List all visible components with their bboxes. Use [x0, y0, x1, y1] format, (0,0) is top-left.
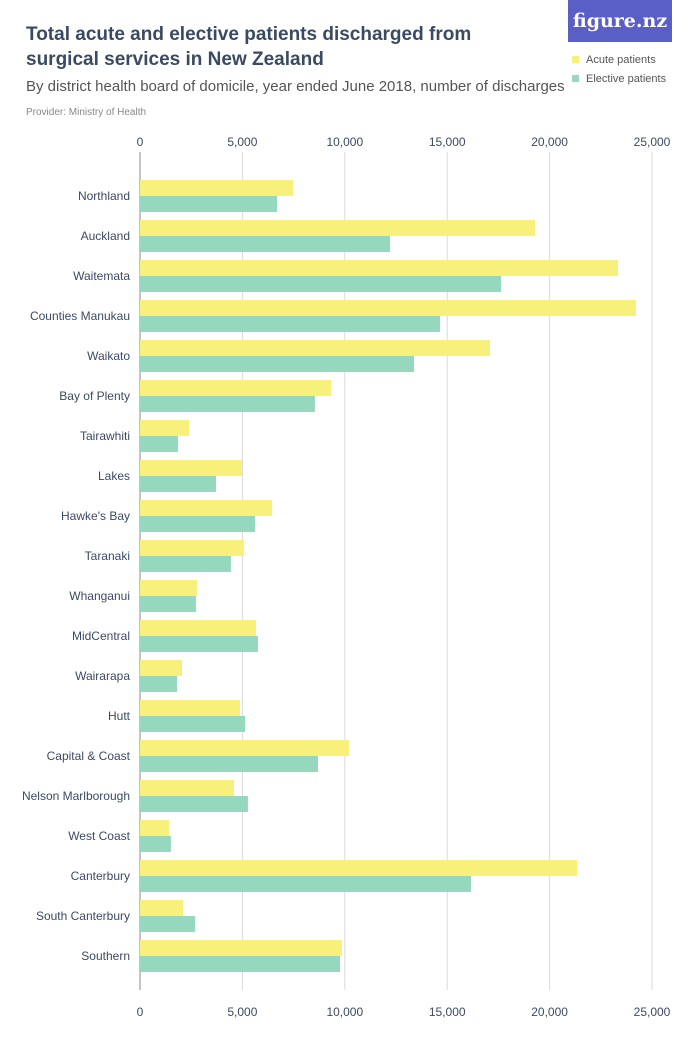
bar-acute [140, 420, 189, 436]
category-label: Waitemata [73, 269, 130, 283]
bar-acute [140, 740, 349, 756]
category-label: Southern [81, 949, 130, 963]
legend-item-elective: Elective patients [572, 69, 666, 88]
bar-elective [140, 716, 246, 732]
bar-acute [140, 220, 536, 236]
bar-elective [140, 596, 196, 612]
bar-elective [140, 396, 315, 412]
bar-acute [140, 180, 293, 196]
x-tick-label-bottom: 5,000 [227, 1005, 257, 1019]
bar-acute [140, 860, 578, 876]
bar-acute [140, 820, 170, 836]
legend-item-acute: Acute patients [572, 50, 666, 69]
x-tick-label-top: 25,000 [634, 135, 671, 149]
x-tick-label-bottom: 20,000 [531, 1005, 568, 1019]
category-label: South Canterbury [36, 909, 130, 923]
bar-acute [140, 580, 197, 596]
category-label: Counties Manukau [30, 309, 130, 323]
category-label: Wairarapa [75, 669, 130, 683]
x-tick-label-top: 5,000 [227, 135, 257, 149]
category-label: MidCentral [72, 629, 130, 643]
category-label: Bay of Plenty [59, 389, 130, 403]
category-label: Whanganui [69, 589, 130, 603]
category-label: Hawke's Bay [61, 509, 130, 523]
bar-elective [140, 276, 502, 292]
bar-acute [140, 620, 256, 636]
bar-acute [140, 340, 491, 356]
legend-label-acute: Acute patients [586, 53, 656, 66]
x-tick-label-bottom: 0 [137, 1005, 144, 1019]
category-label: Auckland [81, 229, 130, 243]
bar-elective [140, 356, 415, 372]
bar-elective [140, 756, 318, 772]
category-label: West Coast [68, 829, 130, 843]
provider-text: Provider: Ministry of Health [26, 107, 147, 118]
bar-elective [140, 436, 179, 452]
bar-elective [140, 636, 258, 652]
bar-elective [140, 516, 256, 532]
legend: Acute patients Elective patients [572, 50, 666, 88]
category-label: Taranaki [85, 549, 130, 563]
bar-acute [140, 460, 242, 476]
category-label: Hutt [108, 709, 131, 723]
bar-elective [140, 236, 391, 252]
figure-nz-logo[interactable]: figure.nz [568, 0, 672, 42]
x-tick-label-top: 10,000 [326, 135, 363, 149]
bar-acute [140, 700, 240, 716]
bar-acute [140, 500, 273, 516]
chart-subtitle: By district health board of domicile, ye… [26, 78, 565, 95]
bar-elective [140, 876, 471, 892]
bar-elective [140, 196, 278, 212]
x-tick-label-bottom: 15,000 [429, 1005, 466, 1019]
bar-elective [140, 316, 441, 332]
bar-acute [140, 660, 182, 676]
category-label: Nelson Marlborough [22, 789, 130, 803]
category-label: Tairawhiti [80, 429, 130, 443]
bar-acute [140, 300, 637, 316]
bar-acute [140, 260, 619, 276]
x-tick-label-top: 15,000 [429, 135, 466, 149]
bar-elective [140, 676, 178, 692]
category-label: Lakes [98, 469, 130, 483]
bar-elective [140, 956, 341, 972]
bar-acute [140, 380, 332, 396]
category-label: Canterbury [71, 869, 130, 883]
chart-title: Total acute and elective patients discha… [26, 24, 472, 70]
bar-elective [140, 916, 196, 932]
category-label: Waikato [87, 349, 130, 363]
x-tick-label-top: 20,000 [531, 135, 568, 149]
bar-acute [140, 900, 184, 916]
bar-elective [140, 796, 248, 812]
category-label: Capital & Coast [47, 749, 131, 763]
x-tick-label-bottom: 10,000 [326, 1005, 363, 1019]
bar-acute [140, 540, 245, 556]
legend-swatch-acute [572, 56, 579, 63]
category-label: Northland [78, 189, 130, 203]
bar-elective [140, 556, 231, 572]
bar-elective [140, 476, 216, 492]
legend-swatch-elective [572, 75, 579, 82]
legend-label-elective: Elective patients [586, 72, 667, 85]
x-tick-label-bottom: 25,000 [634, 1005, 671, 1019]
bar-elective [140, 836, 171, 852]
bar-acute [140, 780, 235, 796]
x-tick-label-top: 0 [137, 135, 144, 149]
bar-acute [140, 940, 342, 956]
